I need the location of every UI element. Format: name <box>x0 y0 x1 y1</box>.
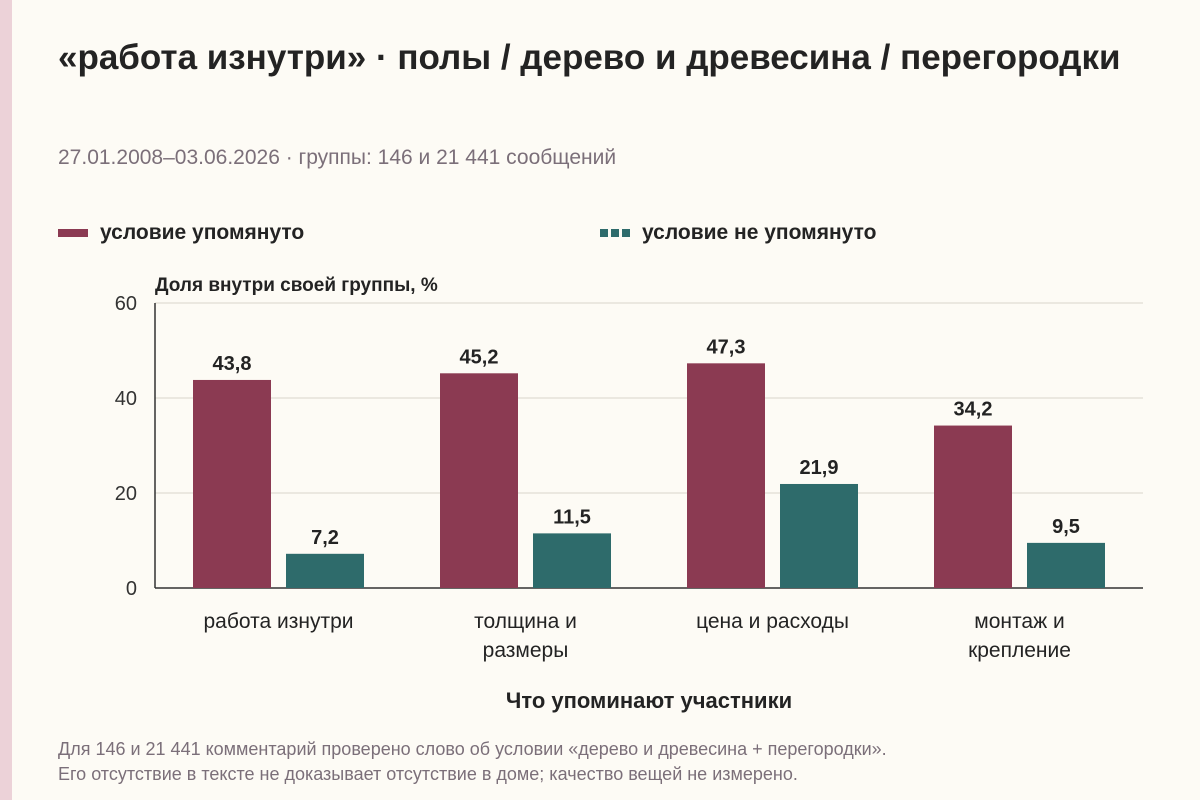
legend-swatch-not-mentioned <box>600 229 630 237</box>
bar-mentioned <box>934 425 1012 588</box>
legend-label-not-mentioned: условие не упомянуто <box>642 221 877 244</box>
bar-not-mentioned <box>533 533 611 588</box>
bar-not-mentioned <box>286 553 364 588</box>
bar-not-mentioned <box>1027 542 1105 588</box>
chart-title: «работа изнутри» · полы / дерево и древе… <box>58 38 1121 77</box>
left-accent-stripe <box>0 0 12 800</box>
legend-item-not-mentioned: условие не упомянуто <box>600 219 876 247</box>
bar-mentioned <box>687 363 765 588</box>
bar-mentioned <box>193 379 271 588</box>
legend-item-mentioned: условие упомянуто <box>58 219 304 247</box>
bar-value-label: 47,3 <box>707 336 746 358</box>
bar-mentioned <box>440 373 518 588</box>
x-tick-label: монтаж и <box>974 610 1064 633</box>
y-tick-label: 60 <box>115 293 137 315</box>
bar-value-label: 43,8 <box>213 353 252 375</box>
bar-value-label: 45,2 <box>460 346 499 368</box>
x-tick-label: размеры <box>483 639 569 662</box>
x-axis-label: Что упоминают участники <box>506 688 792 713</box>
legend-swatch-mentioned <box>58 229 88 237</box>
bar-value-label: 34,2 <box>954 399 993 421</box>
bar-value-label: 21,9 <box>800 457 839 479</box>
y-tick-label: 20 <box>115 483 137 505</box>
x-tick-label: работа изнутри <box>204 610 354 633</box>
bar-not-mentioned <box>780 483 858 588</box>
x-tick-label: цена и расходы <box>696 610 849 633</box>
footnote-line-1: Для 146 и 21 441 комментарий проверено с… <box>58 739 887 759</box>
footnote-line-2: Его отсутствие в тексте не доказывает от… <box>58 764 798 784</box>
footnote: Для 146 и 21 441 комментарий проверено с… <box>58 737 1158 787</box>
bar-value-label: 11,5 <box>553 506 591 528</box>
bar-value-label: 7,2 <box>311 527 339 549</box>
legend-label-mentioned: условие упомянуто <box>100 221 305 244</box>
y-axis-label: Доля внутри своей группы, % <box>155 275 438 296</box>
y-tick-label: 40 <box>115 388 137 410</box>
chart-subtitle: 27.01.2008–03.06.2026 · группы: 146 и 21… <box>58 146 617 169</box>
x-tick-label: толщина и <box>474 610 577 633</box>
x-tick-label: крепление <box>968 639 1071 662</box>
y-tick-label: 0 <box>126 578 137 600</box>
bar-value-label: 9,5 <box>1052 516 1080 538</box>
